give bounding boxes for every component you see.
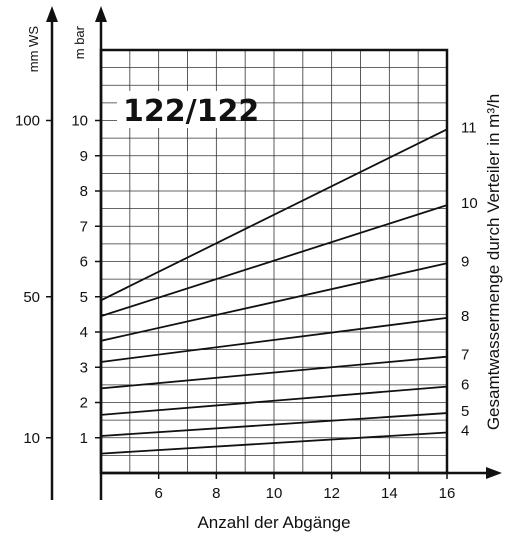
x-tick-label: 10 — [266, 485, 283, 502]
title-badge: 122/122 — [117, 91, 259, 129]
y-axis-title-right: Gesamtwassermenge durch Verteiler in m³/… — [484, 94, 503, 430]
series-lines: 4 5 6 7 8 9 10 11 — [100, 119, 478, 455]
series-line — [100, 412, 448, 437]
mmws-tick-label: 100 — [15, 113, 40, 130]
series-line — [100, 431, 448, 455]
series-line — [100, 204, 448, 317]
badge-background — [117, 91, 235, 128]
y-tick-label: 4 — [80, 324, 88, 341]
y-tick-label: 10 — [71, 113, 88, 130]
y-axis-arrow — [46, 6, 58, 22]
x-tick-label: 6 — [154, 485, 162, 502]
series-label: 11 — [461, 119, 477, 136]
series-label: 4 — [461, 422, 469, 439]
y-tick-label: 6 — [80, 254, 88, 271]
series-line — [100, 128, 448, 302]
series-label: 6 — [461, 377, 469, 394]
mmws-tick-label: 10 — [23, 430, 40, 447]
x-axis-arrow — [486, 467, 502, 479]
y-tick-label: 7 — [80, 218, 88, 235]
series-label: 10 — [461, 195, 478, 212]
y-axis-arrow — [95, 6, 107, 22]
mmws-tick-label: 50 — [23, 289, 40, 306]
series-label: 5 — [461, 403, 469, 420]
series-label: 8 — [461, 308, 469, 325]
x-tick-label: 16 — [439, 485, 456, 502]
series-line — [100, 317, 448, 363]
series-line — [100, 355, 448, 390]
badge-label: 122/122 — [123, 94, 259, 129]
x-axis-title: Anzahl der Abgänge — [197, 513, 350, 532]
y-tick-label: 5 — [80, 289, 88, 306]
y-axis-title-mmws: mm WS — [26, 26, 41, 73]
x-tick-label: 8 — [212, 485, 220, 502]
y-tick-label: 9 — [80, 148, 88, 165]
y-tick-label: 8 — [80, 183, 88, 200]
y-tick-label: 2 — [80, 395, 88, 412]
series-label: 9 — [461, 253, 469, 270]
x-tick-label: 14 — [381, 485, 398, 502]
x-tick-label: 12 — [323, 485, 340, 502]
y-tick-label: 1 — [80, 430, 88, 447]
series-label: 7 — [461, 347, 469, 364]
grid — [101, 50, 447, 473]
y-axis-title-mbar: m bar — [72, 25, 87, 59]
y-tick-label: 3 — [80, 359, 88, 376]
series-line — [100, 385, 448, 416]
axes — [46, 6, 502, 500]
series-line — [100, 262, 448, 342]
